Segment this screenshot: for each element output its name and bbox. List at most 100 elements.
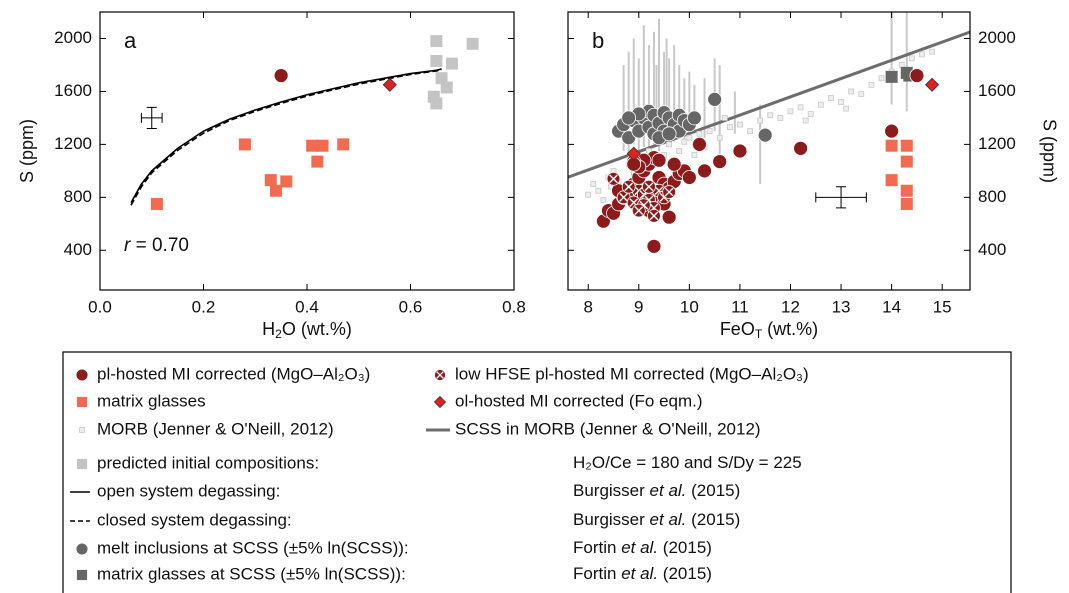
- point: [900, 139, 913, 152]
- point: [661, 126, 677, 142]
- x-label-rest: (wt.%): [767, 319, 818, 339]
- point: [919, 51, 925, 58]
- point: [757, 127, 773, 143]
- point: [466, 37, 479, 50]
- point: [621, 179, 636, 194]
- source-etal: et al.: [650, 481, 687, 500]
- point: [681, 170, 697, 185]
- point: [793, 140, 809, 156]
- point: [651, 152, 667, 168]
- y-tick-label: 1600: [54, 81, 92, 100]
- x-circle-cross: [619, 192, 629, 202]
- legend-label: MORB (Jenner & O'Neill, 2012): [97, 419, 334, 438]
- y-axis-label: S (ppm): [17, 119, 37, 183]
- point: [311, 155, 324, 168]
- x-tick-label: 15: [933, 297, 952, 316]
- legend-marker: [76, 458, 88, 470]
- point: [440, 81, 453, 94]
- source-etal: et al.: [621, 564, 658, 583]
- point: [280, 175, 293, 188]
- y-tick-label: 1200: [978, 134, 1016, 153]
- point: [337, 138, 350, 151]
- legend-marker: [75, 542, 89, 556]
- point: [726, 124, 733, 131]
- source-year: (2015): [663, 538, 712, 557]
- axes-frame: [99, 11, 515, 291]
- x-label-main: H: [262, 319, 275, 339]
- point: [858, 91, 865, 97]
- x-circle-cross: [624, 182, 634, 192]
- annotation: r = 0.70: [124, 235, 189, 256]
- y-tick-label: 1200: [54, 134, 92, 153]
- legend-source: Burgisser et al. (2015): [573, 481, 740, 500]
- x-circle-cross: [634, 206, 644, 215]
- x-tick-label: 0.8: [502, 297, 526, 316]
- point: [732, 143, 748, 159]
- point: [306, 139, 319, 152]
- x-circle-cross: [609, 174, 618, 184]
- point: [691, 152, 698, 158]
- point: [595, 187, 602, 194]
- y-tick-label: 400: [978, 240, 1006, 259]
- legend-label: predicted initial compositions:: [97, 453, 319, 472]
- x-circle-cross: [664, 187, 674, 197]
- source-author: Fortin: [573, 564, 616, 583]
- point: [900, 197, 913, 210]
- point: [797, 104, 804, 111]
- point: [908, 55, 915, 62]
- point: [884, 123, 900, 139]
- y-tick-label: 400: [64, 240, 92, 259]
- point: [273, 68, 289, 83]
- point: [435, 72, 448, 85]
- point: [621, 110, 637, 126]
- y-tick-label: 800: [64, 187, 92, 206]
- x-tick-label: 9: [634, 297, 643, 316]
- curve: [130, 68, 442, 206]
- annotation-var: r: [124, 235, 131, 256]
- point: [807, 111, 814, 117]
- legend-marker: [75, 368, 89, 382]
- legend-marker: [76, 569, 88, 581]
- x-label-rest: O (wt.%): [282, 319, 352, 339]
- point: [585, 191, 592, 198]
- point: [430, 35, 443, 48]
- point: [686, 134, 693, 141]
- point: [767, 112, 774, 119]
- point: [696, 130, 703, 137]
- legend-source: Fortin et al. (2015): [573, 564, 712, 583]
- legend-source: H₂O/Ce = 180 and S/Dy = 225: [573, 453, 802, 472]
- point: [828, 95, 834, 101]
- point: [707, 91, 723, 107]
- x-tick-label: 14: [882, 297, 901, 316]
- x-tick-label: 11: [731, 297, 749, 316]
- y-tick-label: 2000: [54, 28, 92, 47]
- x-axis-label: FeOT (wt.%): [720, 319, 818, 341]
- x-tick-label: 0.6: [399, 297, 423, 316]
- point: [600, 197, 607, 203]
- x-label-main: FeO: [720, 319, 755, 339]
- point: [878, 75, 885, 82]
- y-tick-label: 800: [978, 187, 1006, 206]
- legend-label: melt inclusions at SCSS (±5% ln(SCSS)):: [97, 538, 409, 557]
- legend-label: matrix glasses: [97, 391, 206, 410]
- point: [843, 105, 850, 112]
- point: [925, 77, 940, 92]
- annotation-text: = 0.70: [136, 235, 189, 256]
- point: [868, 81, 875, 88]
- point: [647, 208, 661, 223]
- point: [662, 185, 677, 199]
- x-circle-cross: [649, 211, 659, 221]
- point: [661, 209, 677, 225]
- point: [900, 155, 913, 168]
- legend-marker: [434, 369, 446, 381]
- panel-label: a: [124, 28, 137, 53]
- point: [898, 62, 905, 68]
- point: [150, 197, 163, 210]
- x-tick-label: 0.2: [192, 297, 216, 316]
- legend-source: Fortin et al. (2015): [573, 538, 712, 557]
- x-axis-label: H2O (wt.%): [262, 319, 352, 341]
- point: [269, 184, 282, 197]
- y-axis-label: S (ppm): [1039, 119, 1059, 183]
- source-author: Burgisser: [573, 481, 645, 500]
- source-etal: et al.: [650, 510, 687, 529]
